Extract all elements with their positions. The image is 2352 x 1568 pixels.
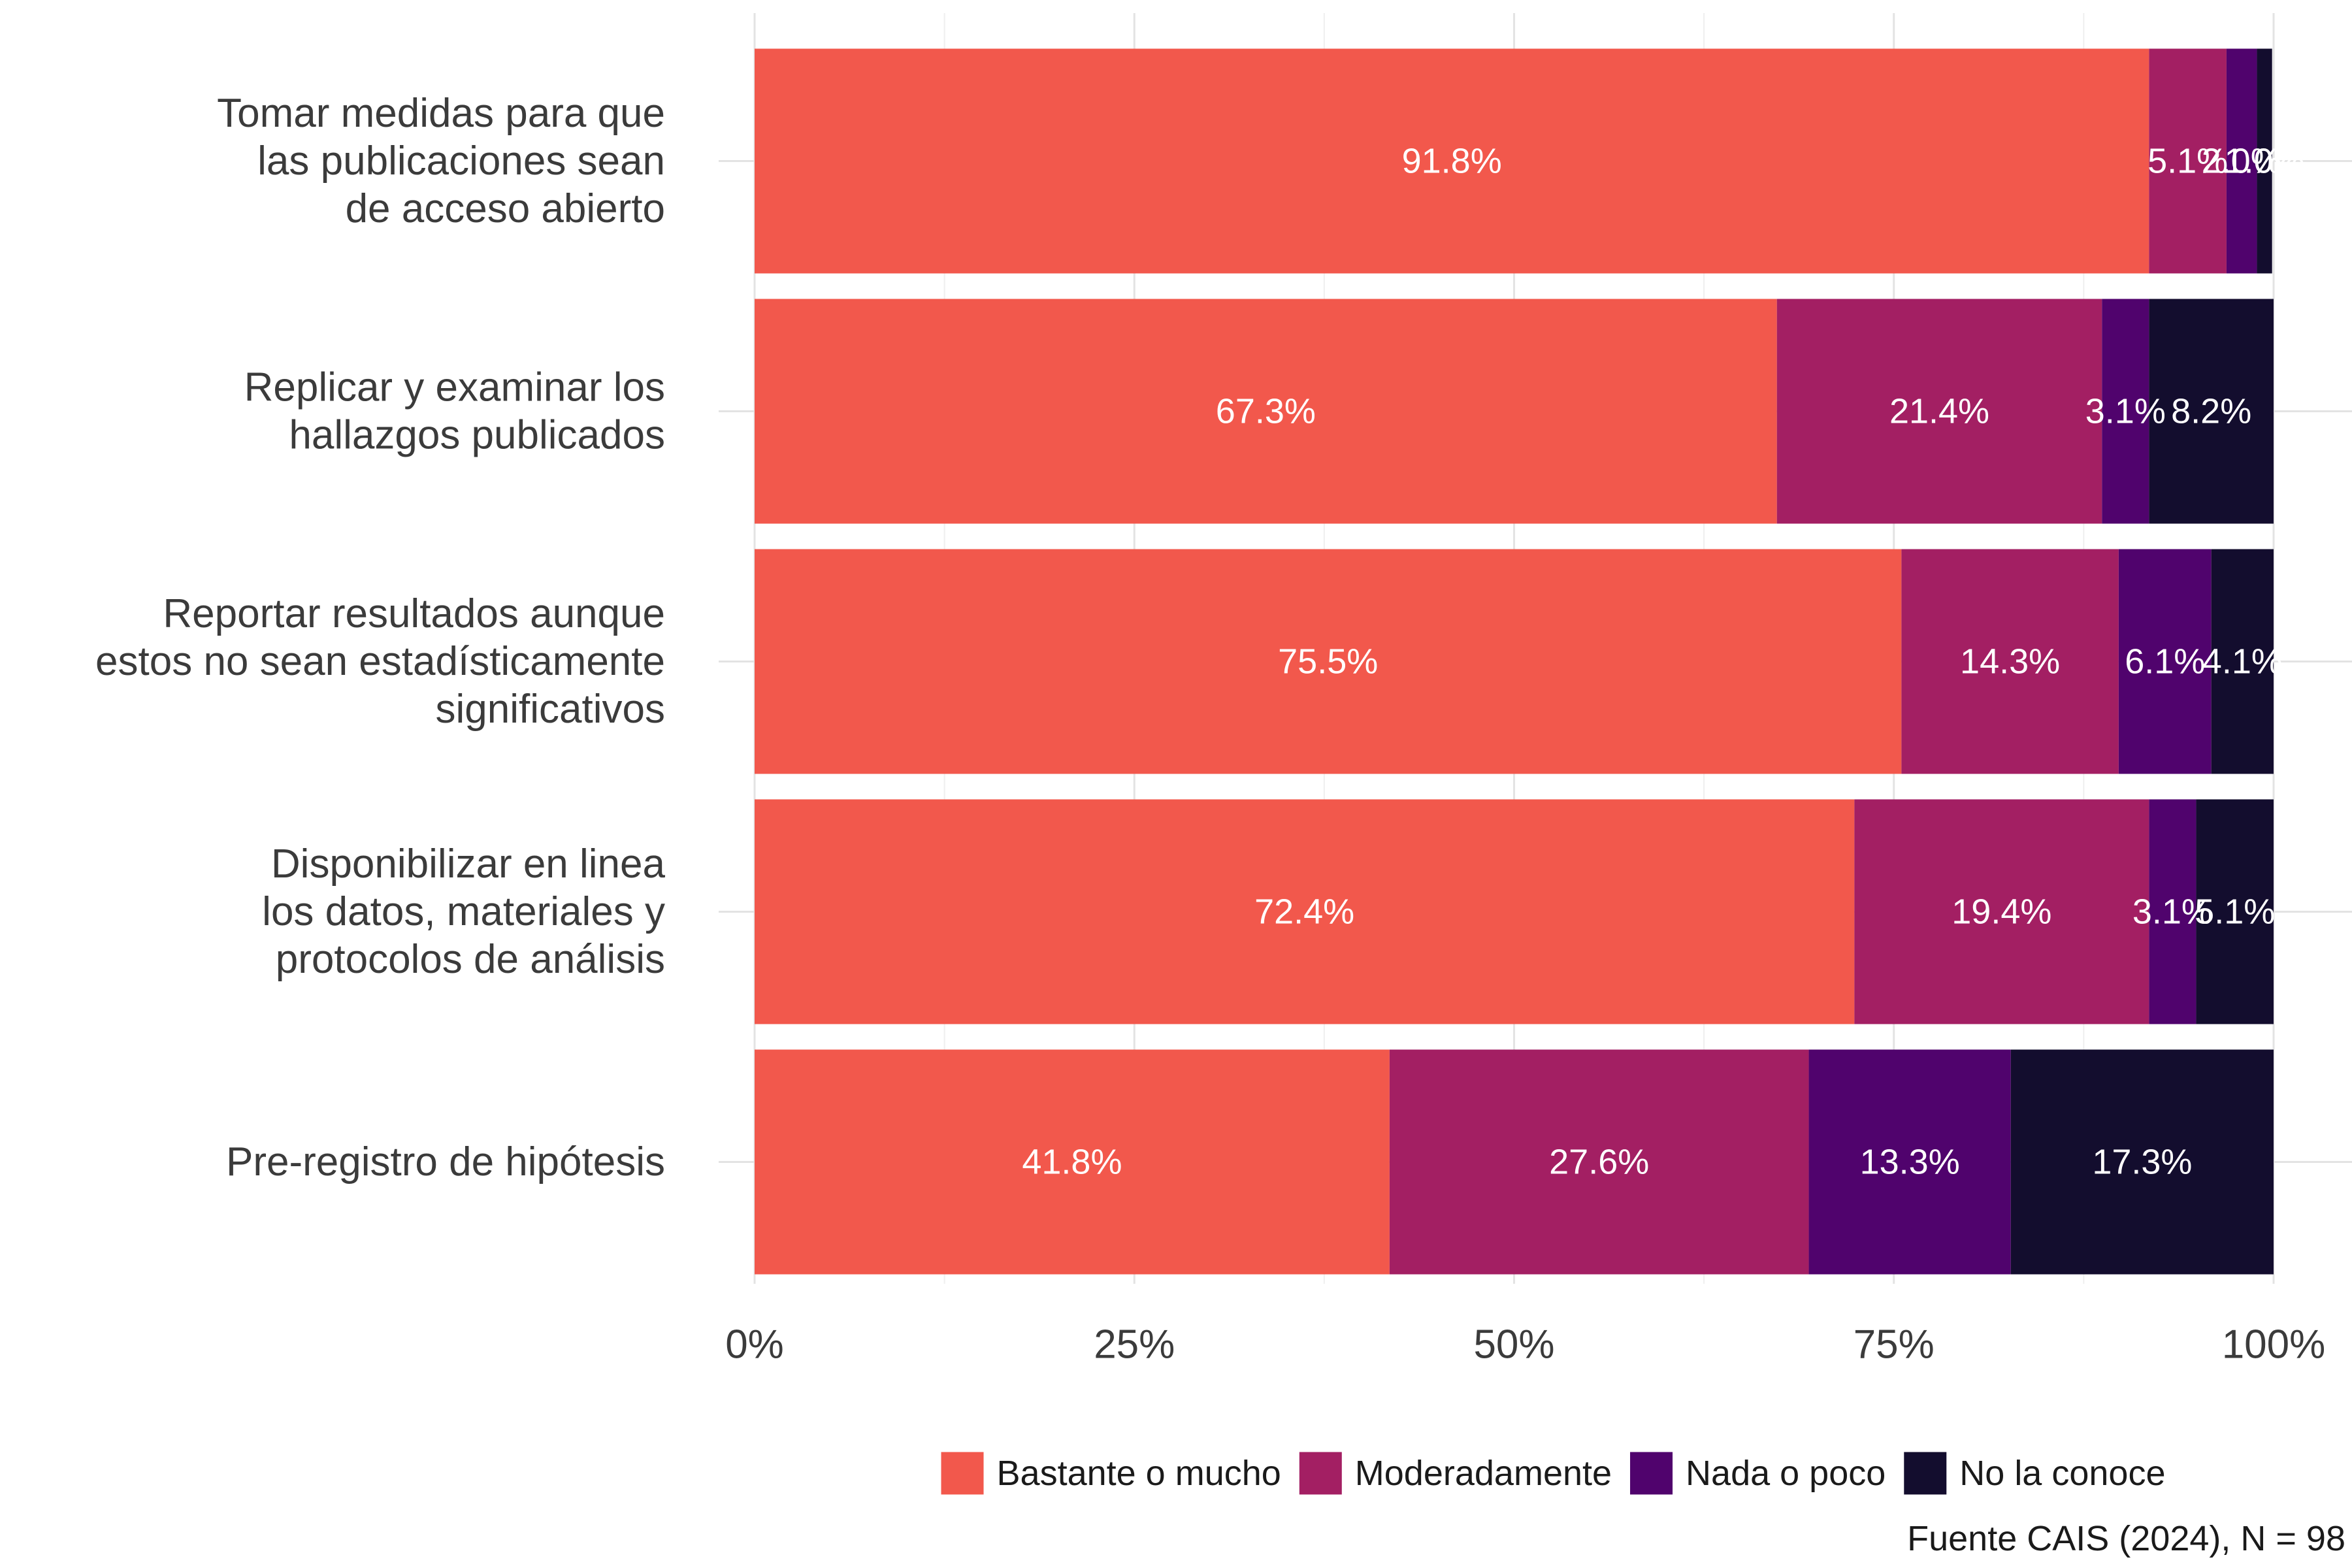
bar-segment	[2211, 549, 2274, 774]
data-label: 1.0%	[2225, 142, 2305, 181]
bar-segment	[1389, 1049, 1809, 1275]
bar-segment	[2149, 799, 2197, 1024]
legend-label: Nada o poco	[1686, 1454, 1886, 1493]
bar-segment	[755, 549, 1902, 774]
bar-segment	[1808, 1049, 2011, 1275]
data-label: 13.3%	[1860, 1143, 1960, 1182]
data-label: 67.3%	[1216, 392, 1316, 431]
legend-item: Moderadamente	[1299, 1452, 1612, 1495]
data-label: 41.8%	[1022, 1143, 1122, 1182]
legend-swatch	[1904, 1452, 1947, 1495]
data-label: 2.0%	[2202, 142, 2282, 181]
data-label: 72.4%	[1254, 892, 1354, 932]
bars	[755, 48, 2274, 1275]
data-label: 91.8%	[1402, 142, 1502, 181]
legend-item: Bastante o mucho	[941, 1452, 1281, 1495]
data-label: 5.1%	[2148, 142, 2228, 181]
bar-segment	[755, 1049, 1390, 1275]
bar-segment	[2010, 1049, 2274, 1275]
source-caption: Fuente CAIS (2024), N = 98	[1907, 1519, 2345, 1558]
bar-segment	[2196, 799, 2274, 1024]
legend: Bastante o mucho Moderadamente Nada o poco…	[941, 1452, 2165, 1495]
legend-label: Bastante o mucho	[997, 1454, 1281, 1493]
data-label: 17.3%	[2092, 1143, 2192, 1182]
data-label: 3.1%	[2085, 392, 2166, 431]
category-label: Disponibilizar en linea los datos, materi…	[262, 841, 665, 982]
x-tick-label: 100%	[2222, 1322, 2326, 1367]
data-label: 75.5%	[1278, 642, 1378, 681]
bar-segment	[2118, 549, 2212, 774]
legend-item: Nada o poco	[1630, 1452, 1886, 1495]
bar-segment	[2226, 48, 2257, 274]
data-label: 6.1%	[2125, 642, 2205, 681]
bar-segment	[1854, 799, 2149, 1024]
bar-segment	[755, 48, 2149, 274]
x-tick-label: 50%	[1473, 1322, 1554, 1367]
legend-item: No la conoce	[1904, 1452, 2165, 1495]
legend-swatch	[1299, 1452, 1342, 1495]
data-label: 8.2%	[2171, 392, 2251, 431]
data-label: 14.3%	[1960, 642, 2060, 681]
legend-label: Moderadamente	[1355, 1454, 1612, 1493]
legend-swatch	[1630, 1452, 1673, 1495]
bar-segment	[2149, 299, 2274, 524]
category-label: Reportar resultados aunque estos no sean …	[95, 591, 665, 732]
x-axis-ticks: 0% 25% 50% 75% 100%	[725, 1322, 2325, 1367]
category-label: Pre-registro de hipótesis	[226, 1139, 665, 1184]
bar-segment	[2149, 48, 2227, 274]
bar-segment	[1776, 299, 2102, 524]
bar-segment	[755, 799, 1855, 1024]
data-labels: 91.8% 5.1%2.0%1.0%67.3% 21.4% 3.1% 8.2%75.5%…	[1022, 142, 2304, 1182]
category-label: Replicar y examinar los hallazgos publica…	[244, 365, 665, 458]
bar-segment	[755, 299, 1777, 524]
category-label: Tomar medidas para que las publicaciones …	[217, 91, 665, 231]
legend-swatch	[941, 1452, 984, 1495]
data-label: 27.6%	[1549, 1143, 1649, 1182]
bar-segment	[2102, 299, 2149, 524]
data-label: 21.4%	[1889, 392, 1989, 431]
category-labels: Tomar medidas para que las publicaciones …	[95, 91, 665, 1184]
data-label: 3.1%	[2132, 892, 2213, 932]
x-tick-label: 0%	[725, 1322, 784, 1367]
data-label: 4.1%	[2202, 642, 2283, 681]
data-label: 5.1%	[2195, 892, 2275, 932]
bar-segment	[1901, 549, 2119, 774]
x-tick-label: 25%	[1094, 1322, 1175, 1367]
legend-label: No la conoce	[1959, 1454, 2165, 1493]
bar-segment	[2257, 48, 2272, 274]
data-label: 19.4%	[1952, 892, 2051, 932]
x-tick-label: 75%	[1854, 1322, 1935, 1367]
